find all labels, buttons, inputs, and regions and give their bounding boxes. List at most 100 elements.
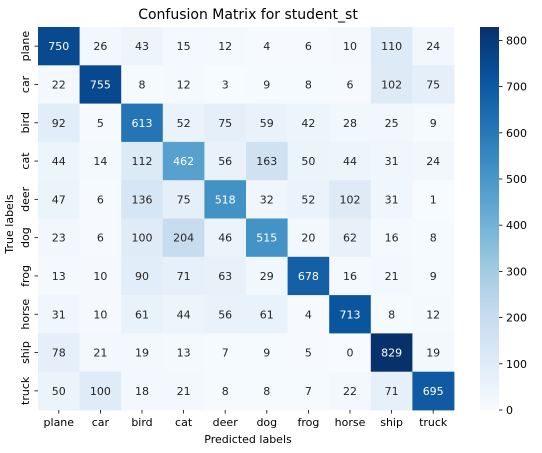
heatmap-cell (162, 256, 205, 296)
cell-value-label: 5 (97, 117, 104, 130)
y-tick-label: ship (19, 341, 32, 364)
cell-value-label: 31 (52, 308, 66, 321)
heatmap-cell (38, 333, 80, 373)
x-tick-label: ship (380, 416, 403, 429)
cell-value-label: 8 (430, 232, 437, 245)
cell-value-label: 52 (177, 117, 191, 130)
heatmap-cell (412, 218, 455, 258)
y-tick-label: dog (19, 227, 32, 248)
heatmap-cell (329, 180, 372, 219)
cell-value-label: 12 (218, 40, 232, 53)
heatmap-cell (162, 333, 205, 373)
cell-value-label: 6 (97, 193, 104, 206)
cell-value-label: 31 (385, 193, 399, 206)
cell-value-label: 18 (135, 385, 149, 398)
cell-value-label: 22 (52, 78, 66, 91)
heatmap-cell (79, 371, 122, 411)
heatmap-cell (79, 180, 122, 219)
heatmap-cell (162, 180, 205, 219)
cell-value-label: 100 (132, 232, 153, 245)
chart-title: Confusion Matrix for student_st (138, 7, 358, 23)
cell-value-label: 12 (426, 308, 440, 321)
cell-value-label: 4 (263, 40, 270, 53)
cell-value-label: 6 (97, 232, 104, 245)
heatmap-cell (38, 371, 80, 411)
heatmap-cell (329, 103, 372, 143)
cell-value-label: 59 (260, 117, 274, 130)
cell-value-label: 100 (90, 385, 111, 398)
y-tick-label: bird (19, 112, 32, 133)
cell-value-label: 13 (52, 270, 66, 283)
x-tick-label: horse (335, 416, 366, 429)
cell-value-label: 518 (215, 193, 236, 206)
heatmap-cell (246, 371, 288, 411)
heatmap-cell (162, 141, 205, 181)
colorbar-gradient (480, 27, 499, 410)
heatmap-cell (370, 333, 413, 373)
cell-value-label: 8 (139, 78, 146, 91)
heatmap-cell (246, 180, 288, 219)
heatmap-cell (79, 141, 122, 181)
cell-value-label: 75 (218, 117, 232, 130)
cell-value-label: 9 (263, 347, 270, 360)
cell-value-label: 7 (305, 385, 312, 398)
cell-value-label: 75 (426, 78, 440, 91)
heatmap-cell (38, 218, 80, 258)
heatmap-cell (121, 141, 164, 181)
cell-value-label: 8 (222, 385, 229, 398)
cell-value-label: 8 (305, 78, 312, 91)
x-axis-label: Predicted labels (204, 433, 292, 446)
heatmap-cell (121, 103, 164, 143)
heatmap-cell (287, 218, 330, 258)
cell-value-label: 61 (260, 308, 274, 321)
heatmap-cell (370, 371, 413, 411)
heatmap-cell (121, 180, 164, 219)
cell-value-label: 32 (260, 193, 274, 206)
heatmap-cell (412, 333, 455, 373)
heatmap-cell (79, 27, 122, 66)
cell-value-label: 755 (90, 78, 111, 91)
heatmap-cell (287, 295, 330, 334)
heatmap-cell (412, 256, 455, 296)
cell-value-label: 19 (426, 347, 440, 360)
heatmap-cell (287, 141, 330, 181)
heatmap-cell (329, 141, 372, 181)
cell-value-label: 112 (132, 155, 153, 168)
cell-value-label: 15 (177, 40, 191, 53)
heatmap-cell (287, 371, 330, 411)
colorbar-tick-label: 800 (506, 34, 527, 47)
heatmap-cell (38, 27, 80, 66)
cell-value-label: 163 (256, 155, 277, 168)
cell-value-label: 10 (93, 270, 107, 283)
heatmap-cell (38, 180, 80, 219)
colorbar-tick-label: 600 (506, 127, 527, 140)
cell-value-label: 8 (388, 308, 395, 321)
cell-value-label: 90 (135, 270, 149, 283)
x-tick-label: dog (256, 416, 277, 429)
cell-value-label: 56 (218, 155, 232, 168)
cell-value-label: 6 (347, 78, 354, 91)
heatmap-cell (329, 256, 372, 296)
cell-value-label: 24 (426, 40, 440, 53)
cell-value-label: 47 (52, 193, 66, 206)
cell-value-label: 19 (135, 347, 149, 360)
heatmap-cell (204, 103, 247, 143)
cell-value-label: 613 (132, 117, 153, 130)
heatmap-cell (162, 295, 205, 334)
heatmap-cell (79, 65, 122, 104)
x-tick-label: truck (419, 416, 448, 429)
cell-value-label: 29 (260, 270, 274, 283)
colorbar-tick-label: 100 (506, 358, 527, 371)
cell-value-label: 21 (177, 385, 191, 398)
colorbar-tick-label: 0 (506, 404, 513, 417)
cell-value-label: 50 (52, 385, 66, 398)
colorbar-tick-label: 200 (506, 312, 527, 325)
heatmap-cell (246, 103, 288, 143)
heatmap-cell (329, 295, 372, 334)
x-tick-label: plane (44, 416, 75, 429)
cell-value-label: 44 (52, 155, 66, 168)
colorbar: 0 100 200 300 400 500 600 700 800 (480, 27, 527, 417)
cell-value-label: 829 (381, 347, 402, 360)
cell-value-label: 695 (423, 385, 444, 398)
cell-value-label: 31 (385, 155, 399, 168)
